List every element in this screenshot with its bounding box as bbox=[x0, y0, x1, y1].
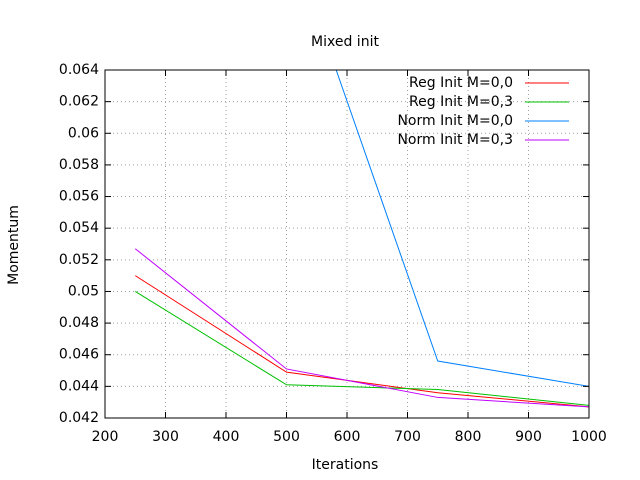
legend-label: Reg Init M=0,0 bbox=[409, 75, 513, 91]
y-tick-label: 0.058 bbox=[59, 157, 99, 173]
legend-label: Norm Init M=0,3 bbox=[397, 132, 513, 148]
x-tick-label: 200 bbox=[92, 429, 119, 445]
y-axis-label: Momentum bbox=[6, 205, 22, 285]
data-line bbox=[134, 275, 589, 408]
data-line bbox=[134, 291, 589, 406]
legend-label: Reg Init M=0,3 bbox=[409, 94, 513, 110]
y-tick-label: 0.042 bbox=[59, 410, 99, 426]
x-tick-label: 300 bbox=[152, 429, 179, 445]
x-tick-label: 500 bbox=[273, 429, 300, 445]
y-tick-label: 0.054 bbox=[59, 220, 99, 236]
x-tick-label: 600 bbox=[334, 429, 361, 445]
x-tick-label: 900 bbox=[515, 429, 542, 445]
x-tick-label: 400 bbox=[213, 429, 240, 445]
y-tick-label: 0.056 bbox=[59, 189, 99, 205]
y-tick-label: 0.06 bbox=[68, 125, 99, 141]
grid bbox=[104, 69, 590, 419]
y-tick-label: 0.046 bbox=[59, 347, 99, 363]
data-line bbox=[134, 248, 589, 408]
x-axis-label: Iterations bbox=[312, 457, 379, 473]
y-tick-label: 0.05 bbox=[68, 283, 99, 299]
y-tick-label: 0.052 bbox=[59, 252, 99, 268]
y-tick-label: 0.044 bbox=[59, 378, 99, 394]
y-tick-label: 0.048 bbox=[59, 315, 99, 331]
data-line bbox=[335, 70, 589, 387]
legend-label: Norm Init M=0,0 bbox=[397, 113, 513, 129]
y-tick-label: 0.064 bbox=[59, 62, 99, 78]
plot-area bbox=[134, 70, 589, 408]
x-tick-label: 700 bbox=[394, 429, 421, 445]
x-tick-label: 1000 bbox=[571, 429, 607, 445]
chart-title: Mixed init bbox=[311, 34, 379, 50]
x-tick-label: 800 bbox=[455, 429, 482, 445]
y-tick-label: 0.062 bbox=[59, 94, 99, 110]
